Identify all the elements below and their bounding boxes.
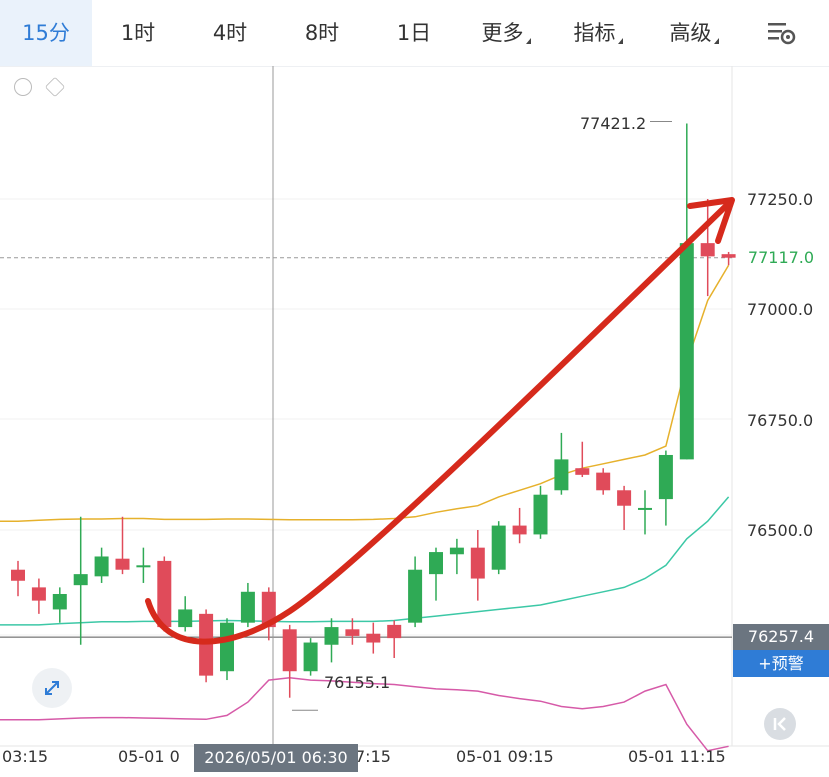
candle-body <box>240 591 255 623</box>
tab-4[interactable]: 1日 <box>368 0 460 66</box>
chart-grid <box>0 66 829 747</box>
price-tick: 76750.0 <box>747 411 814 430</box>
tab-label: 更多 <box>481 21 524 45</box>
tab-label: 1日 <box>396 21 432 45</box>
candle-body <box>658 454 673 500</box>
price-alert-button[interactable]: +预警 <box>733 650 829 677</box>
current-price-tag: 77117.0 <box>747 248 815 267</box>
price-tick: 76500.0 <box>747 521 814 540</box>
tab-0[interactable]: 15分 <box>0 0 92 66</box>
candle-body <box>533 494 548 535</box>
candle-body <box>638 507 652 510</box>
price-tick: 77000.0 <box>747 300 814 319</box>
tab-label: 指标 <box>573 21 616 45</box>
candle-body <box>470 547 485 579</box>
candle-body <box>345 629 360 636</box>
time-label: 05-01 09:15 <box>456 747 554 766</box>
candle-body <box>136 565 151 568</box>
tab-label: 15分 <box>22 21 70 45</box>
candle-body <box>115 558 130 570</box>
tab-label: 高级 <box>669 21 712 45</box>
ma-yellow-line <box>0 264 730 522</box>
time-label: 05-01 11:15 <box>628 747 726 766</box>
low-label: 76155.1 <box>324 673 391 692</box>
candle-body <box>366 633 381 643</box>
overlay <box>145 120 735 711</box>
candle-body <box>387 624 402 639</box>
price-chart[interactable] <box>0 66 829 777</box>
tab-3[interactable]: 8时 <box>276 0 368 66</box>
candle-body <box>220 622 234 672</box>
timeframe-tabs: 15分 1时 4时 8时 1日 更多 指标 高级 <box>0 0 829 67</box>
chart-settings-icon[interactable] <box>764 18 798 48</box>
trend-arrow <box>145 201 731 645</box>
scroll-latest-icon[interactable] <box>764 708 796 740</box>
tab-7[interactable]: 高级 <box>644 0 744 66</box>
candle-body <box>491 525 506 570</box>
price-tick: 77250.0 <box>747 190 814 209</box>
candle-body <box>512 525 527 535</box>
tab-label: 4时 <box>212 21 248 45</box>
candle-body <box>700 243 715 257</box>
candle-body <box>178 609 193 628</box>
candle-body <box>52 593 67 610</box>
tab-6[interactable]: 指标 <box>552 0 644 66</box>
expand-icon[interactable] <box>32 668 72 708</box>
tab-1[interactable]: 1时 <box>92 0 184 66</box>
ma-teal-path <box>0 496 730 626</box>
candle-body <box>282 629 297 672</box>
candle-body <box>261 591 276 628</box>
candle-body <box>575 468 590 475</box>
dropdown-caret-icon <box>713 38 719 44</box>
candle-body <box>554 459 569 491</box>
collapse-up-icon[interactable] <box>14 78 32 96</box>
dropdown-caret-icon <box>525 38 531 44</box>
candle-body <box>11 569 25 581</box>
trend-arrow-head <box>687 197 735 244</box>
high-label: 77421.2 <box>580 114 647 133</box>
candles <box>11 123 736 698</box>
tab-5[interactable]: 更多 <box>460 0 552 66</box>
dropdown-caret-icon <box>617 38 623 44</box>
time-label: 05-01 0 <box>118 747 180 766</box>
ma-teal-line <box>0 496 730 626</box>
crosshair-price-tag: 76257.4 <box>733 624 829 650</box>
candle-body <box>199 613 214 676</box>
candle-body <box>679 243 694 460</box>
ma-yellow-path <box>0 264 730 522</box>
candle-body <box>303 642 318 672</box>
ma-pink-line <box>0 677 729 752</box>
candle-body <box>94 556 109 577</box>
candle-body <box>408 569 423 623</box>
time-label: 03:15 <box>2 747 49 766</box>
candle-body <box>73 574 88 586</box>
candle-body <box>596 472 611 491</box>
candle-body <box>721 254 736 258</box>
tab-label: 1时 <box>120 21 156 45</box>
ma-pink-path <box>0 677 729 752</box>
candle-body <box>617 490 632 506</box>
tab-label: 8时 <box>304 21 340 45</box>
time-label: 7:15 <box>355 747 391 766</box>
candle-body <box>324 627 339 645</box>
candle-body <box>31 587 46 601</box>
tab-2[interactable]: 4时 <box>184 0 276 66</box>
candle-body <box>449 547 464 555</box>
candle-body <box>429 552 443 575</box>
crosshair-time-tag: 2026/05/01 06:30 <box>194 744 358 772</box>
candle-body <box>157 560 172 628</box>
